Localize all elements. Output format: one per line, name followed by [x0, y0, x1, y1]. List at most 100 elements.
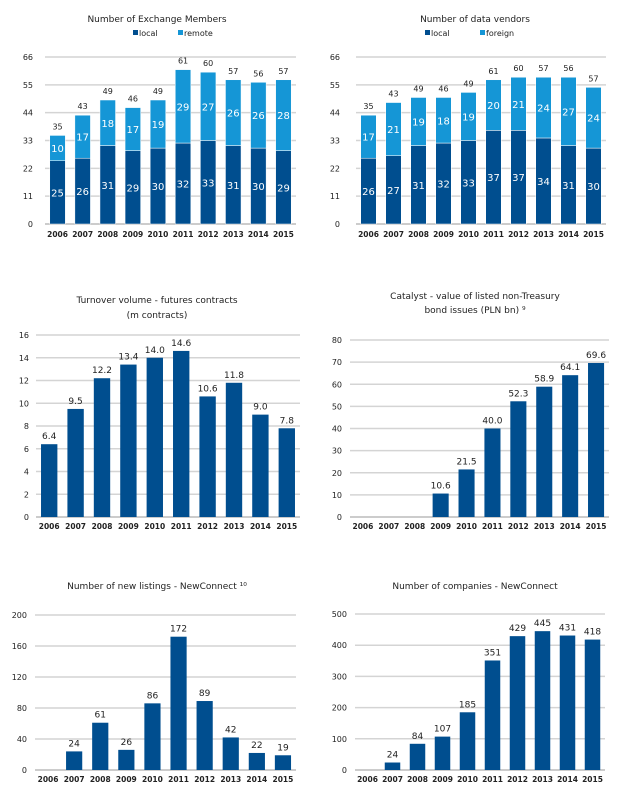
- total-label: 57: [538, 64, 548, 73]
- data-label: 24: [68, 739, 80, 749]
- data-label: 31: [412, 181, 425, 192]
- x-tick-label: 2010: [148, 230, 169, 239]
- data-label: 19: [152, 120, 165, 131]
- total-label: 43: [388, 90, 398, 99]
- bar: [222, 737, 239, 770]
- data-label: 20: [487, 101, 500, 112]
- data-label: 30: [152, 182, 165, 193]
- total-label: 49: [413, 84, 423, 93]
- x-tick-label: 2014: [246, 775, 267, 784]
- bar-foreign: [535, 76, 552, 139]
- data-label: 26: [76, 187, 89, 198]
- bar: [434, 736, 451, 770]
- data-label: 27: [202, 102, 215, 113]
- bar: [484, 428, 501, 517]
- data-label: 64.1: [560, 363, 580, 373]
- data-label: 52.3: [508, 389, 528, 399]
- data-label: 34: [537, 177, 550, 188]
- bar-foreign: [510, 76, 527, 131]
- data-label: 14.6: [171, 339, 191, 349]
- y-tick-label: 400: [332, 641, 347, 650]
- x-tick-label: 2011: [168, 775, 189, 784]
- data-label: 32: [437, 180, 450, 191]
- total-label: 49: [153, 87, 163, 96]
- total-label: 43: [78, 102, 88, 111]
- data-label: 11.8: [224, 371, 244, 381]
- y-tick-label: 70: [332, 358, 342, 367]
- data-label: 9.5: [68, 397, 82, 407]
- x-tick-label: 2006: [47, 230, 68, 239]
- data-label: 13.4: [118, 353, 138, 363]
- bar: [118, 749, 135, 770]
- bar: [559, 635, 576, 770]
- chart-3: Turnover volume - futures contracts (m co…: [19, 296, 300, 531]
- data-label: 26: [227, 109, 240, 120]
- data-label: 18: [437, 116, 450, 127]
- data-label: 22: [251, 741, 262, 751]
- data-label: 30: [252, 182, 265, 193]
- total-label: 57: [278, 67, 288, 76]
- total-label: 49: [103, 87, 113, 96]
- bar: [144, 703, 161, 770]
- y-tick-label: 50: [332, 402, 342, 411]
- x-tick-label: 2012: [194, 775, 215, 784]
- x-tick-label: 2012: [198, 230, 219, 239]
- bar-foreign: [485, 79, 502, 131]
- bar: [458, 469, 475, 517]
- y-tick-label: 11: [330, 192, 340, 201]
- legend-swatch: [133, 30, 138, 35]
- y-tick-label: 20: [332, 469, 342, 478]
- x-tick-label: 2015: [586, 522, 607, 531]
- bar: [534, 631, 551, 770]
- bar: [278, 428, 295, 517]
- x-tick-label: 2007: [72, 230, 93, 239]
- legend: local foreign: [425, 29, 514, 38]
- data-label: 12.2: [92, 366, 112, 376]
- x-tick-label: 2011: [482, 522, 503, 531]
- data-label: 17: [126, 125, 139, 136]
- bar: [432, 493, 449, 517]
- data-label: 40.0: [482, 417, 502, 427]
- data-label: 26: [252, 111, 265, 122]
- total-label: 56: [253, 69, 263, 78]
- y-tick-label: 14: [19, 354, 29, 363]
- bar: [170, 636, 187, 770]
- total-label: 35: [363, 102, 373, 111]
- y-tick-label: 6: [24, 445, 29, 454]
- data-label: 10.6: [198, 384, 218, 394]
- data-label: 33: [202, 178, 215, 189]
- y-tick-label: 55: [330, 81, 340, 90]
- bar-foreign: [560, 76, 577, 146]
- x-tick-label: 2013: [534, 522, 555, 531]
- y-tick-label: 0: [24, 513, 29, 522]
- data-label: 26: [121, 738, 133, 748]
- chart-title: Number of data vendors: [420, 15, 530, 25]
- data-label: 29: [126, 183, 139, 194]
- data-label: 69.6: [586, 351, 606, 361]
- data-label: 107: [434, 725, 451, 735]
- y-tick-label: 66: [330, 53, 340, 62]
- bar: [509, 636, 526, 770]
- x-tick-label: 2008: [408, 230, 429, 239]
- bar: [248, 752, 265, 770]
- y-tick-label: 100: [332, 735, 347, 744]
- bar: [120, 364, 137, 517]
- data-label: 351: [484, 648, 501, 658]
- data-label: 58.9: [534, 375, 554, 385]
- bar: [41, 444, 58, 517]
- x-tick-label: 2011: [482, 775, 503, 784]
- y-tick-label: 16: [19, 331, 29, 340]
- bar-remote: [49, 135, 66, 161]
- x-tick-label: 2011: [483, 230, 504, 239]
- x-tick-label: 2008: [92, 522, 113, 531]
- y-tick-label: 0: [335, 220, 340, 229]
- x-tick-label: 2009: [432, 775, 453, 784]
- y-tick-label: 0: [337, 513, 342, 522]
- legend-label: local: [139, 29, 158, 38]
- bar-foreign: [435, 97, 452, 144]
- bar: [562, 375, 579, 517]
- data-label: 17: [362, 133, 375, 144]
- chart-2: Number of data vendors 0 11 22 33 44 55 66 2006 2…: [330, 15, 606, 239]
- x-tick-label: 2006: [39, 522, 60, 531]
- x-tick-label: 2013: [533, 230, 554, 239]
